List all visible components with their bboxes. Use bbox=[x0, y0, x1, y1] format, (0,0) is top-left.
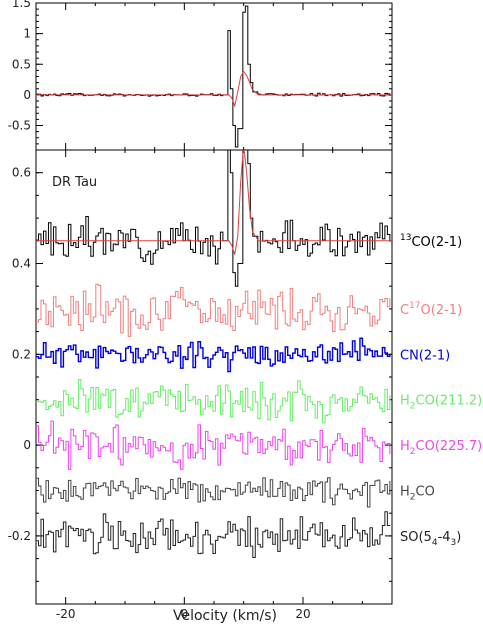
series-label: 13CO(2-1) bbox=[400, 233, 462, 250]
bottom-xtick-label: 20 bbox=[295, 607, 310, 621]
spectrum-0 bbox=[36, 150, 391, 287]
top-ytick-label: -0.5 bbox=[8, 119, 31, 133]
series-label: H2CO(225.7) bbox=[400, 439, 482, 457]
top-fit-line bbox=[36, 70, 392, 108]
bottom-xtick-label: 0 bbox=[181, 607, 189, 621]
bottom-panel: -0.2 0 0.2 0.4 0.6 -20 0 20 13CO(2-1) C17O(2-1) CN… bbox=[8, 149, 482, 621]
spectrum-4 bbox=[36, 420, 391, 470]
series-label: CN(2-1) bbox=[400, 348, 450, 363]
top-frame bbox=[35, 2, 393, 151]
bottom-ytick-label: 0.6 bbox=[12, 166, 31, 180]
bottom-ytick-label: 0 bbox=[23, 438, 31, 452]
bottom-ytick-label: 0.2 bbox=[12, 347, 31, 361]
spectrum-6 bbox=[36, 511, 391, 558]
spectrum-1 bbox=[36, 283, 391, 337]
spectrum-3 bbox=[36, 379, 391, 424]
bottom-ytick-label: -0.2 bbox=[8, 529, 31, 543]
top-ytick-label: 0.5 bbox=[12, 57, 31, 71]
bottom-plot-area bbox=[36, 150, 392, 558]
fit-13co-line bbox=[36, 150, 392, 255]
x-axis-label: Velocity (km/s) bbox=[173, 608, 277, 624]
series-label: SO(54-43) bbox=[400, 530, 461, 548]
top-spectrum-line bbox=[36, 5, 391, 148]
series-label: H2CO(211.2) bbox=[400, 394, 482, 412]
top-ytick-label: 0 bbox=[23, 88, 31, 102]
spectrum-5 bbox=[36, 477, 391, 508]
spectrum-2 bbox=[36, 337, 391, 373]
bottom-frame bbox=[35, 149, 393, 605]
top-ytick-label: 1 bbox=[23, 27, 31, 41]
bottom-xtick-label: -20 bbox=[56, 607, 76, 621]
bottom-ytick-label: 0.4 bbox=[12, 257, 31, 271]
series-label: H2CO bbox=[400, 485, 435, 503]
top-panel: -0.5 0 0.5 1 1.5 bbox=[8, 0, 393, 151]
source-title: DR Tau bbox=[52, 175, 97, 190]
top-ytick-label: 1.5 bbox=[12, 0, 31, 10]
series-label: C17O(2-1) bbox=[400, 301, 462, 318]
